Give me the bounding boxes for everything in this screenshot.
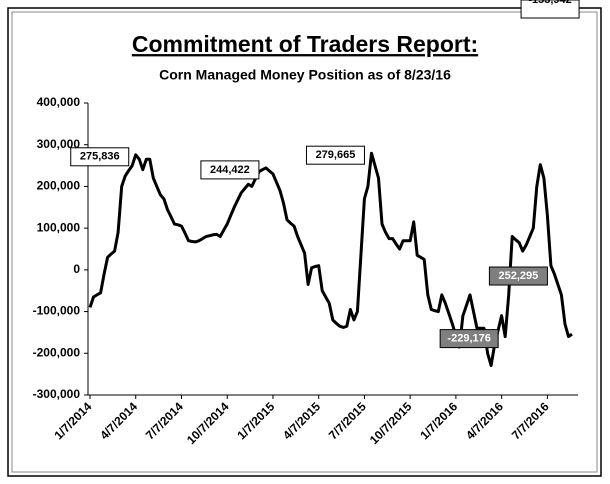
line [88,151,573,367]
y-tick-label: 300,000 [37,137,81,151]
annotation-label: -229,176 [447,333,490,345]
y-tick-label: 0 [73,262,80,276]
chart-subtitle: Corn Managed Money Position as of 8/23/1… [159,67,451,83]
annotation-box [200,160,260,180]
inner-frame [11,11,598,473]
annotation-label: 275,836 [80,151,120,163]
y-tick-label: 400,000 [37,95,81,109]
y-tick-label: 200,000 [37,179,81,193]
frame [7,7,602,477]
y-tick-label: -200,000 [33,345,81,359]
y-tick-label: -300,000 [33,387,81,401]
annotation-label: 244,422 [210,164,250,176]
annotation-box [439,329,499,349]
chart-title: Commitment of Traders Report: [132,31,478,57]
annotation-box [520,0,580,19]
annotation-box [488,266,548,286]
annotation-label: 252,295 [499,270,539,282]
y-tick-label: 100,000 [37,220,81,234]
y-tick-label: -100,000 [33,304,81,318]
annotation-label: -153,942 [528,0,571,6]
annotation-box [305,145,365,165]
annotation-label: 279,665 [316,149,356,161]
annotation-box [70,147,130,167]
